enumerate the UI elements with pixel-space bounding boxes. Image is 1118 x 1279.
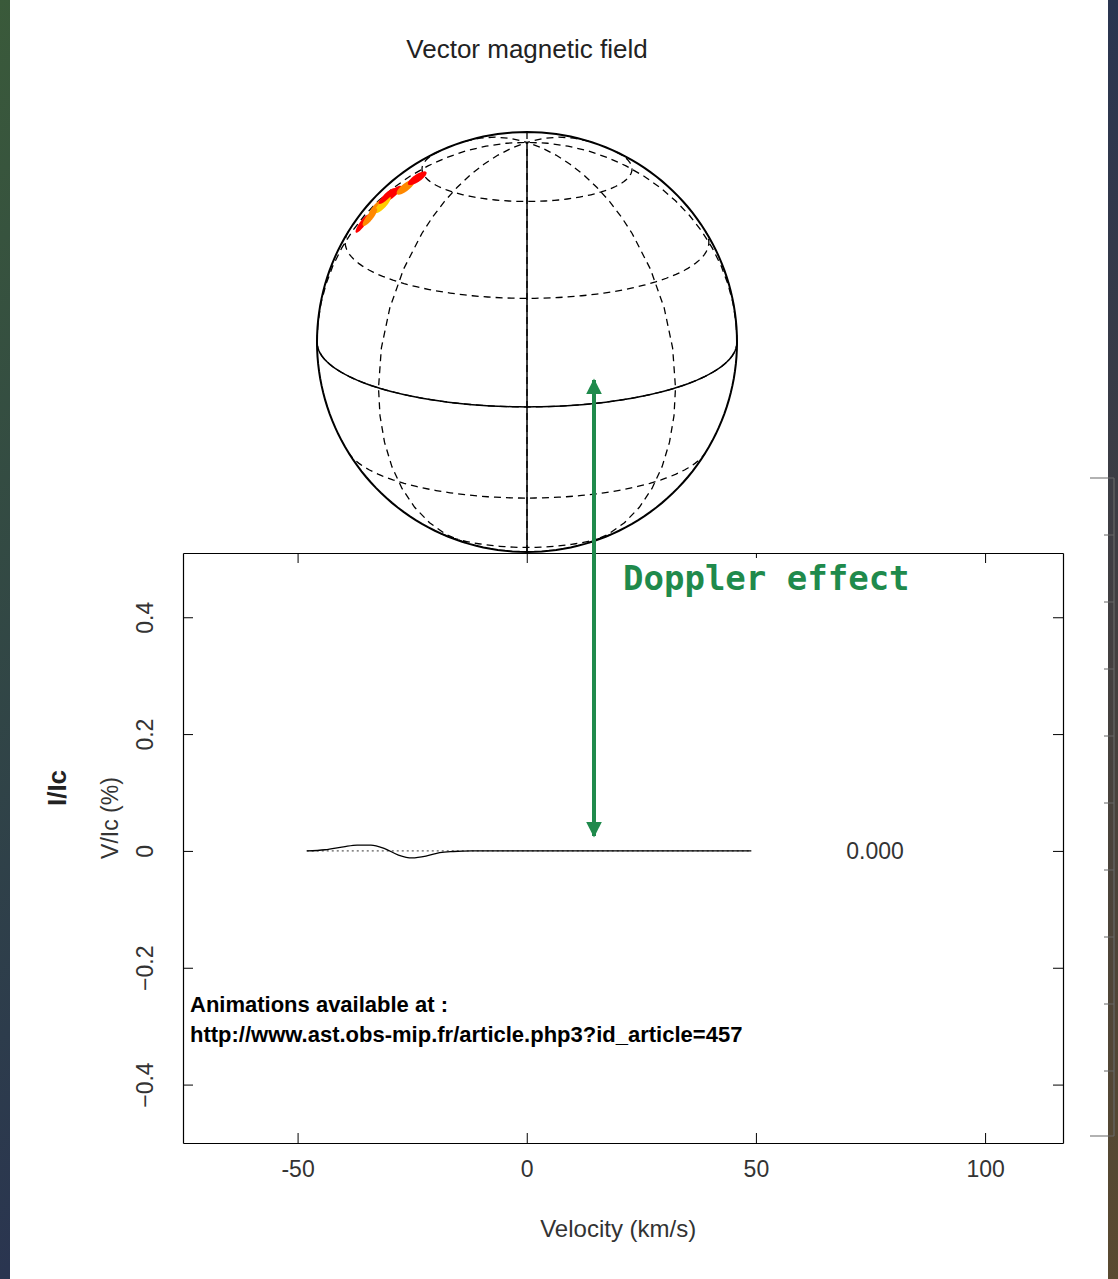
tick-mark <box>298 553 299 563</box>
tick-mark <box>756 1133 757 1143</box>
tick-mark <box>183 617 193 618</box>
panel <box>10 0 1108 1279</box>
tick: 100 <box>966 1133 1004 1182</box>
tick-label: 0.2 <box>132 719 158 751</box>
x-axis: -50 0 50 100 <box>184 1133 1064 1182</box>
slide: Vector magnetic field -50 0 50 100 −0.4 −0.2 0 0… <box>0 0 1118 1279</box>
tick <box>1053 1085 1063 1086</box>
tick-mark <box>298 1133 299 1143</box>
tick-mark <box>527 1133 528 1143</box>
tick-mark <box>1053 617 1063 618</box>
spot-patch <box>408 171 427 185</box>
x-axis-title: Velocity (km/s) <box>540 1215 696 1242</box>
tick: -50 <box>281 1133 314 1182</box>
frame-line <box>1090 478 1114 1136</box>
tick-mark <box>183 734 193 735</box>
axis-line <box>183 554 184 1144</box>
tick-label: 50 <box>744 1156 770 1182</box>
tick: 0.4 <box>132 602 193 634</box>
plot-area <box>183 553 1063 1143</box>
tick <box>985 553 986 563</box>
plot-marks <box>307 845 752 858</box>
tick: 0 <box>132 845 193 858</box>
tick-mark <box>183 851 193 852</box>
axis-line <box>184 553 1064 554</box>
background-frame <box>1090 478 1114 1136</box>
tick <box>1053 851 1063 852</box>
frame-tick <box>1104 602 1114 603</box>
title: Vector magnetic field <box>406 34 647 64</box>
spot-patch <box>363 208 378 226</box>
globe-sphere <box>317 132 737 552</box>
frame-tick <box>1104 803 1114 804</box>
tick: 50 <box>744 1133 770 1182</box>
tick <box>1053 968 1063 969</box>
background <box>0 0 1118 1279</box>
tick <box>1053 734 1063 735</box>
y-axis-title: I/Ic <box>42 770 72 806</box>
central-meridian <box>526 142 528 552</box>
frame-tick <box>1104 736 1114 737</box>
frame-tick <box>1104 669 1114 670</box>
tick: 0.2 <box>132 719 193 751</box>
label-backdrop <box>621 558 912 598</box>
tick-label: −0.4 <box>132 1062 158 1108</box>
tick <box>298 553 299 563</box>
tick <box>1053 617 1063 618</box>
doppler-arrow <box>592 380 596 836</box>
frame-tick <box>1104 937 1114 938</box>
tick-mark <box>1053 851 1063 852</box>
doppler-label: Doppler effect <box>623 558 910 598</box>
y-axis-right <box>1053 554 1064 1144</box>
frame-tick <box>1104 1071 1114 1072</box>
phase-label: 0.000 <box>846 838 904 864</box>
globe <box>317 132 737 552</box>
tick: −0.2 <box>132 946 193 991</box>
tick-mark <box>985 1133 986 1143</box>
tick: 0 <box>521 1133 534 1182</box>
note-url: http://www.ast.obs-mip.fr/article.php3?i… <box>190 1022 742 1047</box>
tick-label: −0.2 <box>132 946 158 991</box>
tick-mark <box>1053 734 1063 735</box>
axis-line <box>184 1143 1064 1144</box>
tick-label: -50 <box>281 1156 314 1182</box>
tick <box>527 553 528 563</box>
tick-mark <box>527 553 528 563</box>
frame-tick <box>1104 535 1114 536</box>
tick-label: 0.4 <box>132 602 158 634</box>
y-axis: −0.4 −0.2 0 0.2 0.4 <box>132 554 193 1144</box>
tick: −0.4 <box>132 1062 193 1108</box>
tick-label: 0 <box>521 1156 534 1182</box>
tick-mark <box>1053 1085 1063 1086</box>
y-axis-title: V/Ic (%) <box>97 777 123 859</box>
tick-mark <box>183 968 193 969</box>
tick-mark <box>985 553 986 563</box>
note: Animations available at : <box>190 992 448 1017</box>
globe-outline <box>317 132 737 552</box>
axis-line <box>1063 554 1064 1144</box>
graticule <box>317 132 737 552</box>
tick-label: 0 <box>132 845 158 858</box>
tick-label: 100 <box>966 1156 1004 1182</box>
frame-tick <box>1104 1004 1114 1005</box>
stokes-v-line <box>307 845 752 858</box>
doppler-label-group: Doppler effect <box>621 558 912 598</box>
tick-mark <box>183 1085 193 1086</box>
tick-mark <box>1053 968 1063 969</box>
frame-tick <box>1104 870 1114 871</box>
magnetic-spot <box>356 171 427 232</box>
